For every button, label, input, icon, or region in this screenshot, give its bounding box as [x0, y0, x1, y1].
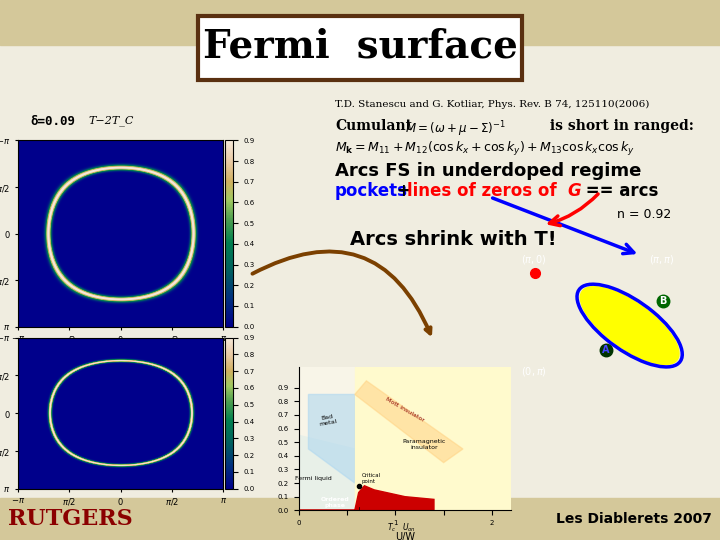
Ellipse shape [580, 287, 679, 364]
Polygon shape [355, 367, 511, 510]
Text: $T_c$: $T_c$ [387, 521, 397, 534]
Bar [0, 498, 720, 540]
Bar [0, 0, 720, 45]
Text: RUTGERS: RUTGERS [8, 508, 132, 530]
Text: Cumulant: Cumulant [335, 119, 412, 133]
Text: $M_{\mathbf{k}} = M_{11} + M_{12}(\cos k_x + \cos k_y) + M_{13}\cos k_x \cos k_y: $M_{\mathbf{k}} = M_{11} + M_{12}(\cos k… [335, 140, 635, 158]
Text: T−2T_C: T−2T_C [88, 115, 133, 126]
Text: G: G [567, 182, 580, 200]
Text: $k_x$: $k_x$ [111, 243, 125, 259]
Text: lines of zeros of: lines of zeros of [407, 182, 562, 200]
Text: Fermi liquid: Fermi liquid [295, 476, 332, 481]
Text: Les Diablerets 2007: Les Diablerets 2007 [556, 512, 712, 526]
Text: n = 0.92: n = 0.92 [617, 208, 671, 221]
Text: $(0,\pi)$: $(0,\pi)$ [521, 365, 546, 378]
Polygon shape [299, 486, 434, 510]
Text: is short in ranged:: is short in ranged: [545, 119, 694, 133]
Text: $M = (\omega + \mu - \Sigma)^{-1}$: $M = (\omega + \mu - \Sigma)^{-1}$ [405, 119, 506, 139]
Text: Bad
metal: Bad metal [318, 413, 338, 427]
FancyArrowPatch shape [492, 198, 634, 254]
Text: A: A [602, 346, 610, 355]
Text: Critical
point: Critical point [361, 473, 381, 484]
Text: Paramagnetic
insulator: Paramagnetic insulator [402, 439, 446, 450]
Polygon shape [299, 435, 355, 510]
Polygon shape [355, 381, 463, 463]
Text: Fermi  surface: Fermi surface [202, 28, 518, 66]
Text: T.D. Stanescu and G. Kotliar, Phys. Rev. B 74, 125110(2006): T.D. Stanescu and G. Kotliar, Phys. Rev.… [335, 100, 649, 109]
Text: == arcs: == arcs [580, 182, 658, 200]
Text: δ=0.09: δ=0.09 [30, 115, 75, 128]
FancyBboxPatch shape [198, 16, 522, 80]
Text: $U_{on}$: $U_{on}$ [402, 521, 416, 534]
Text: Arcs FS in underdoped regime: Arcs FS in underdoped regime [335, 162, 642, 180]
Text: B: B [660, 296, 667, 306]
Text: Mott insulator: Mott insulator [384, 396, 426, 423]
Polygon shape [308, 394, 355, 483]
X-axis label: U/W: U/W [395, 531, 415, 540]
Text: pockets: pockets [335, 182, 408, 200]
Text: T−T_C/2: T−T_C/2 [94, 203, 143, 214]
Text: +: + [396, 182, 410, 200]
Text: Arcs shrink with T!: Arcs shrink with T! [350, 230, 557, 249]
Text: Ordered
phase: Ordered phase [321, 497, 350, 508]
FancyArrowPatch shape [549, 194, 598, 226]
Text: $(\pi,0)$: $(\pi,0)$ [521, 253, 546, 266]
Text: $(\pi,\pi)$: $(\pi,\pi)$ [649, 253, 675, 266]
